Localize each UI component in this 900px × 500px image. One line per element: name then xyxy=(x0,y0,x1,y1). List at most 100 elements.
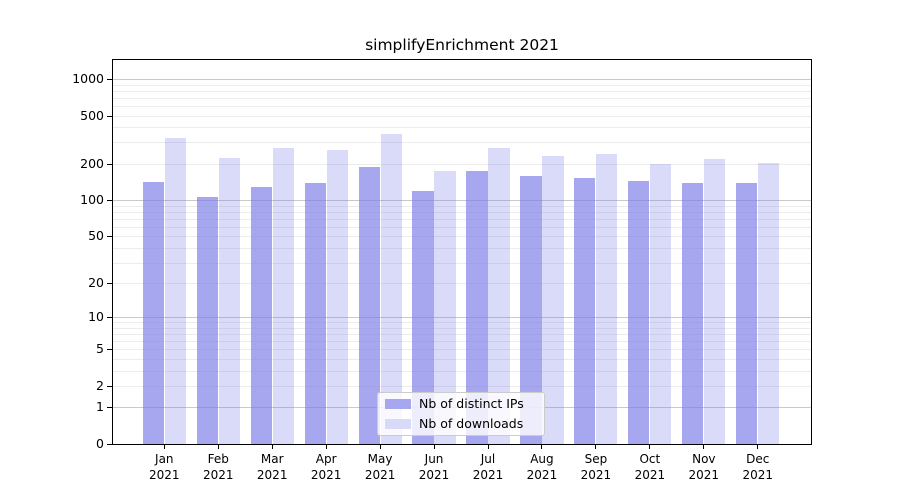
x-tick-label-sep: Sep 2021 xyxy=(581,452,612,483)
gridline-minor-2 xyxy=(113,385,811,387)
legend-swatch-distinct-ips xyxy=(385,399,411,409)
y-tick-label-2: 2 xyxy=(96,377,104,393)
gridline-minor-80 xyxy=(113,211,811,213)
x-tick-label-oct: Oct 2021 xyxy=(635,452,666,483)
gridline-minor-600 xyxy=(113,105,811,107)
y-tick-2 xyxy=(107,386,112,387)
x-tick-label-aug: Aug 2021 xyxy=(527,452,558,483)
gridline-minor-70 xyxy=(113,218,811,220)
gridline-minor-700 xyxy=(113,97,811,99)
legend-item-downloads: Nb of downloads xyxy=(385,414,544,434)
legend-label-distinct-ips: Nb of distinct IPs xyxy=(419,396,524,411)
y-tick-1 xyxy=(107,407,112,408)
bar-downloads-may xyxy=(380,133,402,444)
legend-label-downloads: Nb of downloads xyxy=(419,416,524,431)
x-tick-label-dec: Dec 2021 xyxy=(742,452,773,483)
x-tick-may xyxy=(379,445,381,449)
bar-downloads-jun xyxy=(434,170,456,444)
y-tick-1000 xyxy=(107,79,112,80)
chart-title: simplifyEnrichment 2021 xyxy=(365,36,559,54)
legend-swatch-downloads xyxy=(385,419,411,429)
gridline-major-1000 xyxy=(113,79,811,80)
y-tick-label-200: 200 xyxy=(80,155,104,171)
y-tick-200 xyxy=(107,164,112,165)
x-tick-month-aug: Aug xyxy=(530,452,554,466)
gridline-minor-60 xyxy=(113,226,811,228)
y-tick-20 xyxy=(107,283,112,284)
x-tick-year-jun: 2021 xyxy=(418,467,450,482)
x-tick-label-feb: Feb 2021 xyxy=(203,452,234,483)
bar-distinct-ips-dec xyxy=(736,182,758,444)
x-tick-year-aug: 2021 xyxy=(526,467,558,482)
x-tick-month-sep: Sep xyxy=(584,452,608,466)
bar-distinct-ips-sep xyxy=(574,178,596,444)
legend: Nb of distinct IPs Nb of downloads xyxy=(377,392,545,436)
x-tick-month-mar: Mar xyxy=(260,452,284,466)
x-tick-month-jul: Jul xyxy=(480,452,496,466)
x-tick-dec xyxy=(757,445,759,449)
y-tick-label-20: 20 xyxy=(88,275,104,291)
gridline-minor-40 xyxy=(113,247,811,249)
gridline-minor-50 xyxy=(113,236,811,238)
plot-area xyxy=(112,59,812,445)
y-tick-label-5: 5 xyxy=(96,341,104,357)
gridline-minor-300 xyxy=(113,142,811,144)
y-tick-5 xyxy=(107,349,112,350)
x-tick-nov xyxy=(703,445,705,449)
x-tick-label-mar: Mar 2021 xyxy=(257,452,288,483)
y-tick-label-50: 50 xyxy=(88,228,104,244)
x-tick-month-jan: Jan xyxy=(155,452,174,466)
bar-distinct-ips-mar xyxy=(250,187,272,444)
x-tick-year-sep: 2021 xyxy=(580,467,612,482)
y-tick-label-100: 100 xyxy=(80,192,104,208)
x-tick-month-apr: Apr xyxy=(315,452,337,466)
gridline-minor-9 xyxy=(113,322,811,324)
gridline-minor-800 xyxy=(113,90,811,92)
bar-distinct-ips-jul xyxy=(466,170,488,444)
x-tick-month-dec: Dec xyxy=(746,452,770,466)
gridline-minor-30 xyxy=(113,262,811,264)
x-tick-year-oct: 2021 xyxy=(634,467,666,482)
x-tick-aug xyxy=(541,445,543,449)
bar-distinct-ips-aug xyxy=(520,175,542,444)
x-tick-year-nov: 2021 xyxy=(688,467,720,482)
y-tick-label-0: 0 xyxy=(96,436,104,451)
x-tick-year-mar: 2021 xyxy=(256,467,288,482)
x-tick-year-jul: 2021 xyxy=(472,467,504,482)
y-tick-label-10: 10 xyxy=(88,309,104,325)
bar-downloads-jul xyxy=(488,148,510,444)
bar-downloads-jan xyxy=(164,138,186,444)
x-tick-month-jun: Jun xyxy=(424,452,444,466)
bar-downloads-sep xyxy=(596,154,618,444)
y-tick-500 xyxy=(107,116,112,117)
x-tick-label-jun: Jun 2021 xyxy=(419,452,450,483)
x-tick-year-jan: 2021 xyxy=(149,467,180,482)
y-tick-label-1000: 1000 xyxy=(72,71,104,86)
bar-distinct-ips-feb xyxy=(196,196,218,444)
gridline-minor-3 xyxy=(113,370,811,372)
x-tick-jan xyxy=(163,445,165,449)
x-tick-month-oct: Oct xyxy=(639,452,661,466)
gridline-minor-7 xyxy=(113,334,811,336)
x-tick-label-may: May 2021 xyxy=(365,452,396,483)
x-tick-month-feb: Feb xyxy=(207,452,229,466)
bar-distinct-ips-jun xyxy=(412,191,434,444)
gridline-minor-4 xyxy=(113,358,811,360)
x-tick-label-jan: Jan 2021 xyxy=(149,452,180,483)
gridline-minor-900 xyxy=(113,84,811,86)
x-tick-feb xyxy=(217,445,219,449)
bar-downloads-dec xyxy=(758,163,780,444)
x-tick-sep xyxy=(595,445,597,449)
x-tick-mar xyxy=(271,445,273,449)
bar-downloads-oct xyxy=(650,164,672,444)
x-tick-year-dec: 2021 xyxy=(742,467,774,482)
gridline-minor-500 xyxy=(113,115,811,117)
x-tick-month-may: May xyxy=(367,452,393,466)
y-tick-0 xyxy=(107,444,112,445)
bar-downloads-mar xyxy=(272,148,294,444)
x-tick-jun xyxy=(433,445,435,449)
x-tick-year-feb: 2021 xyxy=(202,467,234,482)
y-tick-100 xyxy=(107,200,112,201)
gridline-minor-90 xyxy=(113,205,811,207)
legend-item-distinct-ips: Nb of distinct IPs xyxy=(385,394,544,414)
